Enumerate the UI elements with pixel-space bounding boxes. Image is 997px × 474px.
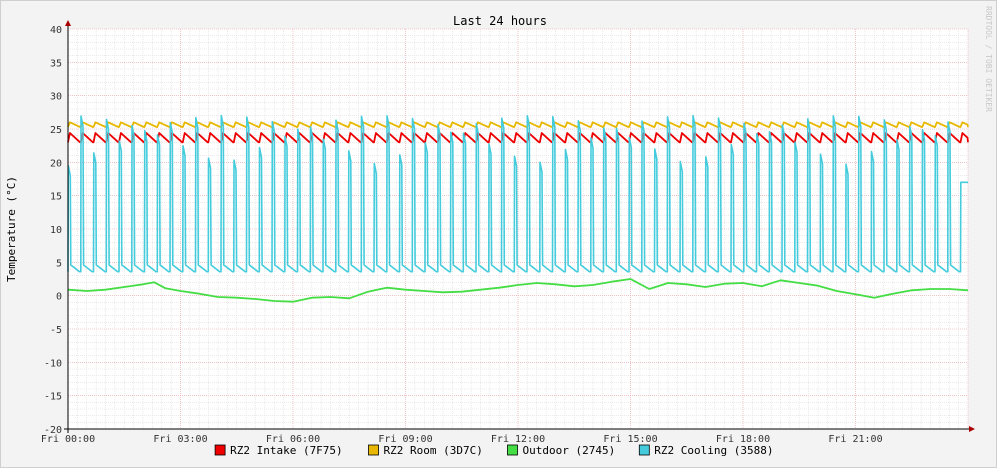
x-tick-label: Fri 03:00 (153, 434, 207, 445)
legend-label: RZ2 Cooling (3588) (654, 444, 773, 457)
x-tick-label: Fri 15:00 (603, 434, 657, 445)
y-tick-label: 0 (56, 292, 62, 303)
legend-swatch (638, 444, 650, 456)
x-tick-label: Fri 06:00 (266, 434, 320, 445)
series-layer (67, 114, 969, 303)
legend: RZ2 Intake (7F75) RZ2 Room (3D7C) Outdoor … (214, 444, 774, 457)
x-tick-label: Fri 18:00 (716, 434, 770, 445)
y-tick-label: 30 (50, 92, 62, 103)
y-tick-label: 20 (50, 158, 62, 169)
y-tick-label: 10 (50, 225, 62, 236)
y-axis-label: Temperature (°C) (5, 176, 18, 282)
x-axis-ticks: Fri 00:00 Fri 03:00 Fri 06:00 Fri 09:00 Fri … (41, 434, 883, 445)
series-line-3 (67, 278, 969, 303)
chart-title: Last 24 hours (453, 14, 547, 28)
x-tick-label: Fri 12:00 (491, 434, 545, 445)
y-axis-ticks: 40 35 30 25 20 15 10 5 0 -5 -10 -15 -20 (44, 25, 62, 436)
legend-label: RZ2 Room (3D7C) (384, 444, 483, 457)
y-axis-arrow (65, 20, 71, 26)
legend-swatch (507, 444, 518, 456)
legend-label: RZ2 Intake (7F75) (230, 444, 343, 457)
y-tick-label: 25 (50, 125, 62, 136)
x-tick-label: Fri 00:00 (41, 434, 95, 445)
legend-swatch (214, 444, 226, 456)
y-tick-label: 35 (50, 58, 62, 69)
x-tick-label: Fri 09:00 (378, 434, 432, 445)
watermark: RRDTOOL / TOBI OETIKER (984, 6, 993, 112)
y-tick-label: -5 (50, 325, 62, 336)
x-axis-arrow (969, 426, 975, 432)
legend-swatch (368, 444, 379, 456)
legend-label: Outdoor (2745) (523, 444, 616, 457)
y-tick-label: -10 (44, 358, 62, 369)
y-tick-label: 15 (50, 192, 62, 203)
y-tick-label: 5 (56, 258, 62, 269)
y-tick-label: 40 (50, 25, 62, 36)
axes (64, 20, 975, 433)
y-tick-label: -20 (44, 425, 62, 436)
x-tick-label: Fri 21:00 (828, 434, 882, 445)
y-tick-label: -15 (44, 392, 62, 403)
series-line-4 (67, 114, 968, 273)
